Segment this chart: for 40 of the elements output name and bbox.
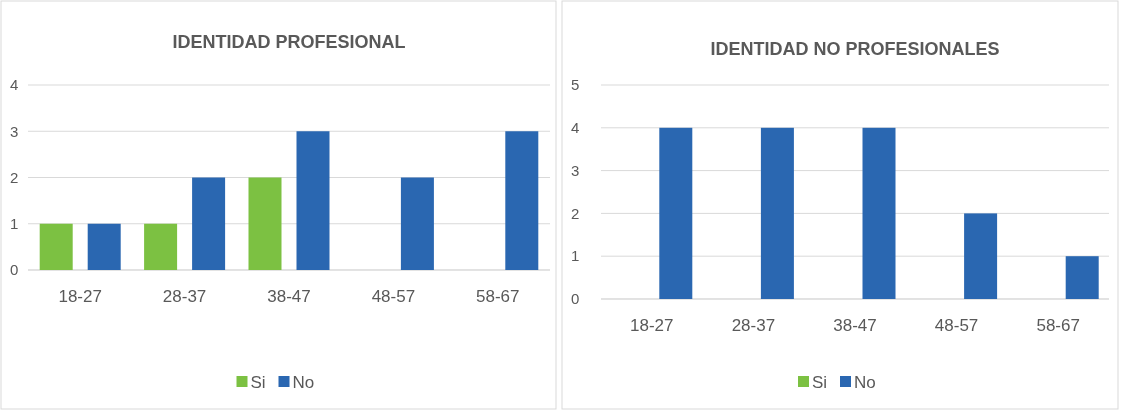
- bar: [760, 127, 794, 299]
- chart-title: IDENTIDAD PROFESIONAL: [172, 32, 406, 52]
- x-tick-label: 58-67: [476, 287, 520, 306]
- legend-label: Si: [250, 372, 266, 392]
- bar: [505, 131, 539, 270]
- y-tick-label: 3: [571, 161, 580, 179]
- chart-title: IDENTIDAD NO PROFESIONALES: [710, 39, 1000, 59]
- bar: [1065, 256, 1099, 299]
- x-tick-label: 28-37: [162, 287, 207, 306]
- bar: [248, 177, 282, 270]
- y-tick-label: 0: [571, 290, 580, 308]
- x-tick-label: 18-27: [58, 287, 102, 306]
- x-tick-label: 38-47: [833, 316, 877, 335]
- legend-label: No: [292, 372, 315, 392]
- y-tick-label: 3: [10, 122, 19, 140]
- y-tick-label: 4: [10, 76, 19, 94]
- legend-label: No: [854, 372, 876, 392]
- y-tick-label: 1: [571, 247, 580, 265]
- bar: [192, 177, 226, 270]
- bar: [659, 127, 693, 299]
- y-tick-label: 1: [10, 215, 19, 232]
- bar: [964, 213, 998, 299]
- x-tick-label: 48-57: [371, 287, 416, 306]
- y-tick-label: 5: [571, 76, 580, 94]
- x-tick-label: 28-37: [731, 316, 776, 335]
- y-tick-label: 4: [571, 119, 580, 137]
- x-tick-label: 38-47: [267, 287, 311, 306]
- bar: [87, 223, 121, 270]
- y-tick-label: 0: [10, 261, 19, 279]
- y-tick-label: 2: [571, 204, 580, 222]
- legend-label: Si: [812, 372, 828, 392]
- x-tick-label: 18-27: [630, 316, 674, 335]
- bar: [400, 177, 434, 270]
- x-tick-label: 48-57: [934, 316, 979, 335]
- bar: [862, 127, 896, 299]
- bar: [39, 223, 73, 270]
- bar: [296, 131, 330, 270]
- x-tick-label: 58-67: [1036, 316, 1080, 335]
- bar: [144, 223, 178, 270]
- y-tick-label: 2: [10, 168, 19, 186]
